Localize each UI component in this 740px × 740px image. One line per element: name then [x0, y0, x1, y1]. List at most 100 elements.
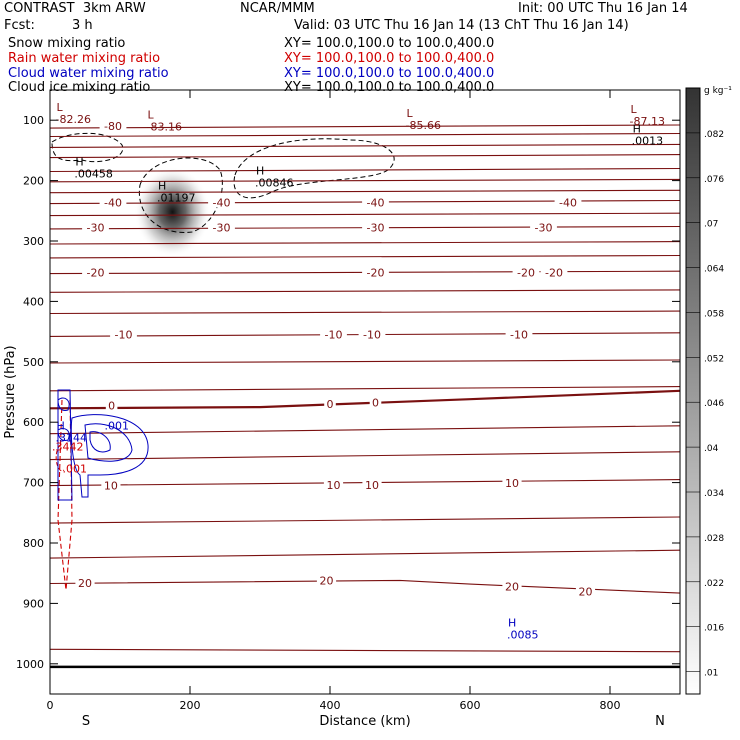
- high-marker: H: [633, 122, 641, 135]
- temperature-contour-label: 10: [365, 479, 379, 492]
- temperature-contour-label: -30: [535, 222, 553, 235]
- temperature-contour-label: 10: [505, 477, 519, 490]
- extremum-value: .001: [63, 462, 88, 475]
- temperature-contour-label: -30: [213, 222, 231, 235]
- contour-label-bg: [208, 195, 235, 208]
- cloud-water-contour: [57, 397, 70, 411]
- temperature-contour-label: -20: [545, 266, 563, 279]
- temperature-contour: [50, 389, 680, 410]
- contour-label-bg: [575, 584, 596, 597]
- contour-label-bg: [82, 265, 109, 278]
- y-tick-label: 200: [23, 175, 44, 188]
- contour-label-bg: [362, 265, 389, 278]
- y-tick-label: 700: [23, 477, 44, 490]
- contour-label-bg: [512, 265, 540, 278]
- x-tick-label: 800: [600, 699, 621, 712]
- x-axis-right-end-label: N: [655, 714, 665, 729]
- extremum-value: -82.26: [56, 113, 91, 126]
- colorbar-level-label: .034: [704, 489, 724, 499]
- contour-label-bg: [99, 195, 127, 208]
- temperature-contour-label: 20: [505, 580, 519, 593]
- colorbar-level-label: .016: [704, 624, 724, 634]
- contour-label-bg: [324, 397, 336, 410]
- temperature-contour: [50, 143, 680, 148]
- y-tick-label: 800: [23, 537, 44, 550]
- extremum-value: .0013: [632, 134, 664, 147]
- temperature-contour-label: 20: [78, 577, 92, 590]
- colorbar-level-label: .058: [704, 309, 724, 319]
- field-ice-xy: XY= 100.0,100.0 to 100.0,400.0: [284, 80, 495, 95]
- init-time: Init: 00 UTC Thu 16 Jan 14: [518, 1, 688, 16]
- temperature-contour: [50, 132, 680, 138]
- low-marker: L: [148, 108, 155, 121]
- temperature-contour: [50, 189, 680, 194]
- contour-label-bg: [362, 220, 389, 233]
- temperature-contour-label: -20: [367, 266, 385, 279]
- temperature-contour-label: -40: [367, 196, 385, 209]
- colorbar-level-label: .082: [704, 130, 724, 140]
- temperature-contour-label: -10: [325, 329, 343, 342]
- colorbar-level-label: .07: [704, 220, 718, 230]
- model-title: CONTRAST 3km ARW: [4, 1, 146, 16]
- temperature-contour: [50, 359, 680, 364]
- field-rain-xy: XY= 100.0,100.0 to 100.0,400.0: [284, 51, 495, 66]
- contour-label-bg: [502, 579, 522, 592]
- contour-label-bg: [99, 119, 127, 132]
- extremum-value: -85.66: [406, 119, 441, 132]
- temperature-contour-label: -20: [87, 266, 105, 279]
- colorbar-level-label: .052: [704, 354, 724, 364]
- temperature-contour: [50, 241, 680, 245]
- colorbar-level-label: .01: [704, 669, 718, 679]
- extremum-value: .00458: [74, 168, 113, 181]
- temperature-contour-label: -40: [213, 196, 231, 209]
- center-title: NCAR/MMM: [240, 1, 315, 16]
- y-tick-label: 100: [23, 114, 44, 127]
- contour-label-bg: [369, 395, 382, 408]
- temperature-contour: [50, 648, 680, 653]
- temperature-contour: [50, 549, 680, 559]
- y-tick-label: 1000: [16, 658, 44, 671]
- y-tick-label: 500: [23, 356, 44, 369]
- temperature-contour-label: 20: [579, 585, 593, 598]
- extremum-value: -87.13: [630, 115, 665, 128]
- temperature-contour-label: -40: [559, 196, 577, 209]
- field-ice-label: Cloud ice mixing ratio: [8, 80, 151, 95]
- temperature-contour-label: -30: [367, 222, 385, 235]
- temperature-contour-label: 0: [372, 396, 379, 409]
- contour-label-bg: [320, 327, 347, 340]
- colorbar-level-label: .028: [704, 534, 724, 544]
- temperature-contour-label: -20: [517, 266, 535, 279]
- temperature-contour-label: -10: [363, 329, 381, 342]
- ice-contour: [51, 132, 124, 163]
- temperature-contour: [50, 212, 680, 217]
- colorbar-unit: g kg⁻¹: [704, 86, 732, 96]
- temperature-contour-label: -10: [115, 329, 133, 342]
- y-tick-label: 600: [23, 416, 44, 429]
- high-marker: H: [57, 419, 65, 432]
- low-marker: L: [631, 103, 638, 116]
- high-marker: H: [75, 156, 83, 169]
- valid-time: Valid: 03 UTC Thu 16 Jan 14 (13 ChT Thu …: [294, 18, 629, 33]
- contour-label-bg: [105, 398, 118, 411]
- high-marker: H: [158, 180, 166, 193]
- temperature-contour: [50, 124, 680, 129]
- extremum-value: .3144: [56, 431, 88, 444]
- temperature-contour: [50, 154, 680, 159]
- temperature-contour: [50, 167, 680, 173]
- extremum-value: .001: [105, 419, 130, 432]
- x-tick-label: 0: [47, 699, 54, 712]
- contour-label-bg: [101, 478, 121, 491]
- y-axis-label: Pressure (hPa): [3, 345, 18, 438]
- contour-label-bg: [540, 265, 568, 278]
- temperature-contour: [50, 425, 680, 435]
- contour-label-bg: [505, 327, 533, 340]
- temperature-contour-label: -10: [510, 329, 528, 342]
- colorbar-level-label: .046: [704, 399, 724, 409]
- y-tick-label: 300: [23, 235, 44, 248]
- cloud-water-contour: [89, 431, 111, 453]
- field-snow-xy: XY= 100.0,100.0 to 100.0,400.0: [284, 36, 495, 51]
- contour-label-bg: [358, 327, 386, 340]
- temperature-contour-label: -30: [87, 222, 105, 235]
- contour-label-bg: [110, 327, 137, 340]
- extremum-value: .0085: [507, 628, 539, 641]
